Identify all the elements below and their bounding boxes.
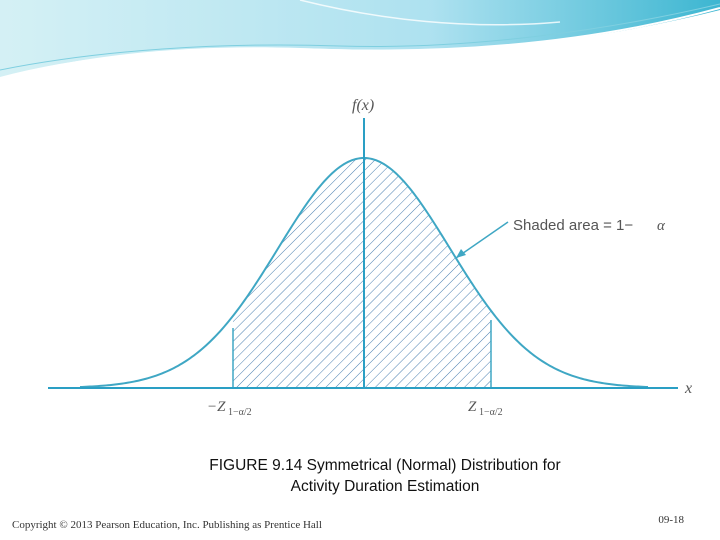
header-banner-decoration: [0, 0, 720, 79]
callout-arrow: [455, 221, 509, 259]
caption-line-1: FIGURE 9.14 Symmetrical (Normal) Distrib…: [209, 457, 561, 474]
svg-text:Z: Z: [468, 399, 477, 415]
callout-arrowhead: [456, 249, 466, 258]
copyright-notice: Copyright © 2013 Pearson Education, Inc.…: [12, 519, 322, 531]
svg-text:α: α: [657, 218, 666, 234]
svg-text:−Z: −Z: [207, 399, 226, 415]
svg-text:Shaded area = 1−: Shaded area = 1−: [513, 217, 633, 234]
callout-label: Shaded area = 1− α: [513, 217, 666, 234]
left-tick-label: −Z 1−α/2: [207, 399, 252, 418]
figure-caption: FIGURE 9.14 Symmetrical (Normal) Distrib…: [150, 455, 620, 497]
svg-text:1−α/2: 1−α/2: [228, 407, 252, 418]
y-axis-label: f(x): [352, 97, 374, 114]
svg-text:1−α/2: 1−α/2: [479, 407, 503, 418]
slide-number: 09-18: [658, 514, 684, 526]
caption-line-2: Activity Duration Estimation: [290, 478, 480, 495]
right-tick-label: Z 1−α/2: [468, 399, 503, 418]
shaded-region: [233, 158, 491, 388]
x-axis-label: x: [684, 380, 692, 397]
